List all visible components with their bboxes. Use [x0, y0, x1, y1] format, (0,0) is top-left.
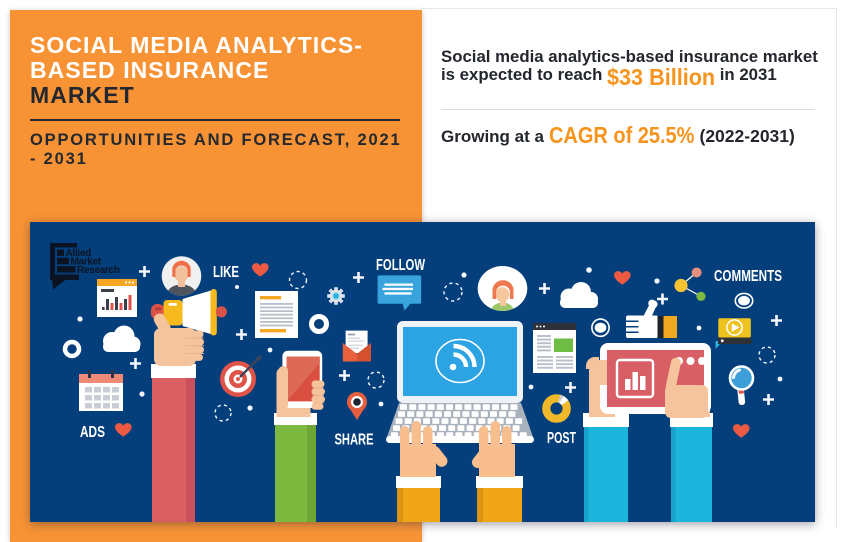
svg-text:ADS: ADS [80, 424, 105, 441]
svg-text:COMMENTS: COMMENTS [714, 268, 782, 285]
svg-text:SHARE: SHARE [335, 432, 374, 449]
svg-text:Research: Research [77, 265, 120, 276]
svg-text:Allied: Allied [66, 248, 92, 259]
svg-text:POST: POST [547, 430, 576, 447]
svg-text:Market: Market [71, 256, 102, 267]
svg-text:FOLLOW: FOLLOW [376, 257, 426, 274]
svg-text:LIKE: LIKE [213, 264, 239, 281]
